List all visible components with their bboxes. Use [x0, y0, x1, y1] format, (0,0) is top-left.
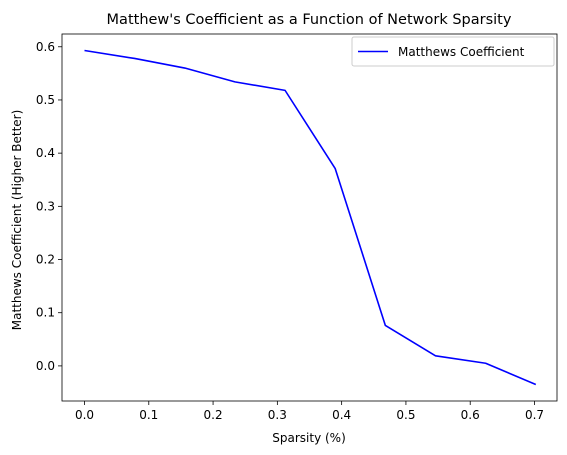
y-tick-label: 0.4	[36, 146, 55, 160]
y-tick-label: 0.3	[36, 199, 55, 213]
x-tick-label: 0.6	[461, 408, 480, 422]
legend-box	[351, 36, 555, 67]
x-tick-label: 0.3	[268, 408, 287, 422]
y-tick-label: 0.5	[36, 93, 55, 107]
chart-title: Matthew's Coefficient as a Function of N…	[107, 12, 512, 28]
plot-area: 0.0 0.1 0.2 0.3 0.4 0.5 0.6 0.7 0.0 0.1 0.2 0.3 0.4 0…	[36, 33, 558, 422]
y-tick-label: 0.0	[36, 359, 55, 373]
x-tick-label: 0.7	[525, 408, 544, 422]
x-tick-label: 0.0	[75, 408, 94, 422]
y-tick-label: 0.1	[36, 306, 55, 320]
axes-frame	[61, 33, 558, 402]
legend: Matthews Coefficient	[351, 36, 555, 67]
series-line-0	[84, 49, 537, 386]
x-tick-label: 0.1	[139, 408, 158, 422]
y-tick-label: 0.6	[36, 40, 55, 54]
x-axis-label: Sparsity (%)	[272, 431, 346, 445]
x-tick-label: 0.4	[332, 408, 351, 422]
x-tick-label: 0.5	[396, 408, 415, 422]
x-tick-label: 0.2	[204, 408, 223, 422]
y-axis-label: Matthews Coefficient (Higher Better)	[10, 110, 24, 331]
legend-label: Matthews Coefficient	[398, 45, 525, 59]
y-tick-label: 0.2	[36, 253, 55, 267]
